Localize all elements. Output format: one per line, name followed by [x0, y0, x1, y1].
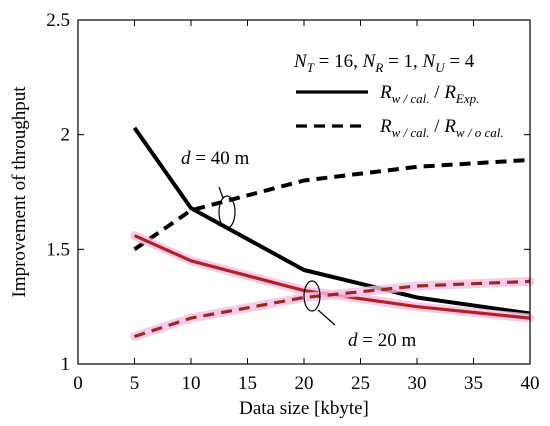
legend-label-dashed: Rw / cal. / Rw / o cal. — [379, 116, 504, 140]
legend-header-nu-sub: U — [435, 60, 446, 75]
legend-header-nr-val: = 1, — [383, 51, 422, 72]
x-tick-label: 35 — [464, 373, 483, 394]
legend-header-nr: N — [362, 51, 377, 72]
series-line-solid-d40 — [132, 126, 531, 316]
legend-label-solid: Rw / cal. / RExp. — [379, 82, 479, 106]
legend: NT = 16, NR = 1, NU = 4 Rw / cal. / RExp… — [293, 51, 504, 140]
x-tick-label: 5 — [130, 373, 140, 394]
legend-solid-slash: / — [430, 82, 445, 103]
annotation-d40-label: d = 40 m — [181, 148, 249, 169]
annotation-d20-var: d — [348, 330, 358, 351]
legend-header-nu-val: = 4 — [445, 51, 475, 72]
x-tick-label: 0 — [73, 373, 83, 394]
x-tick-label: 20 — [295, 373, 314, 394]
y-tick-label: 1.5 — [46, 239, 70, 260]
annotation-d40-var: d — [181, 148, 191, 169]
legend-header-nt-sub: T — [307, 60, 315, 75]
legend-dashed-slash: / — [430, 116, 445, 137]
x-tick-label: 25 — [351, 373, 370, 394]
legend-solid-num: R — [379, 82, 392, 103]
annotation-d40: d = 40 m — [181, 148, 249, 229]
legend-header-nr-sub: R — [374, 60, 383, 75]
legend-solid-den-sub: Exp. — [455, 91, 479, 106]
annotation-d40-leader — [218, 186, 224, 199]
x-tick-label: 15 — [238, 373, 257, 394]
x-tick-label: 10 — [182, 373, 201, 394]
annotation-d20: d = 20 m — [303, 280, 416, 351]
legend-header-nt: N — [293, 51, 308, 72]
legend-dashed-den: R — [443, 116, 456, 137]
x-tick-label: 30 — [408, 373, 427, 394]
series-line-dashed-d20 — [134, 279, 531, 339]
legend-dashed-den-sub: w / o cal. — [456, 125, 504, 140]
annotation-d20-label: d = 20 m — [348, 330, 416, 351]
y-tick-label: 2.5 — [46, 10, 70, 31]
legend-dashed-num: R — [379, 116, 392, 137]
annotation-d40-ellipse — [218, 195, 236, 229]
y-axis-title: Improvement of throughput — [9, 86, 30, 298]
series-line-dashed-d40 — [133, 157, 531, 251]
legend-header-nt-val: = 16, — [314, 51, 363, 72]
legend-header-nu: N — [422, 51, 437, 72]
y-tick-label: 2 — [61, 125, 71, 146]
y-tick-label: 1 — [61, 354, 71, 375]
annotation-d40-text: = 40 m — [191, 148, 250, 169]
annotation-d20-leader — [317, 309, 336, 326]
x-axis-title: Data size [kbyte] — [239, 398, 369, 419]
legend-header: NT = 16, NR = 1, NU = 4 — [293, 51, 475, 75]
x-tick-label: 40 — [521, 373, 540, 394]
ticks-layer: 0 5 10 15 20 25 30 35 40 1 1.5 2 2.5 — [46, 10, 539, 394]
annotation-d20-ellipse — [303, 280, 321, 312]
legend-solid-den: R — [443, 82, 456, 103]
legend-dashed-num-sub: w / cal. — [392, 125, 430, 140]
legend-solid-num-sub: w / cal. — [392, 91, 430, 106]
annotation-d20-text: = 20 m — [358, 330, 417, 351]
